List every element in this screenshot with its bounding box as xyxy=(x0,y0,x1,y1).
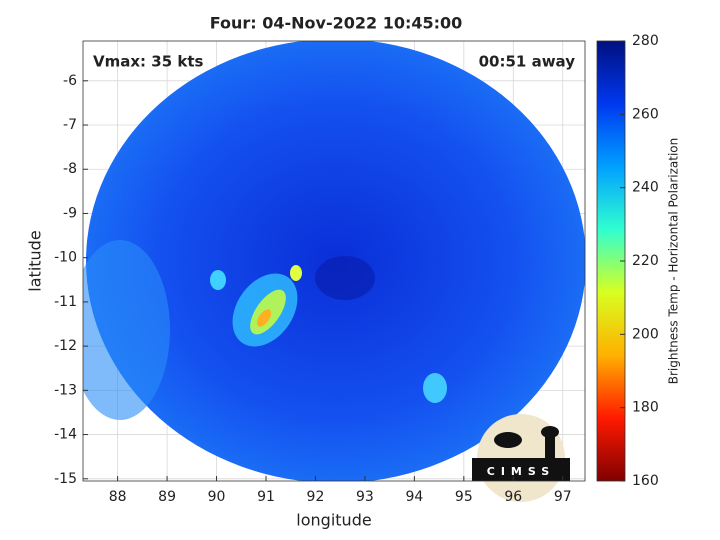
satellite-image xyxy=(83,41,585,481)
y-axis-label: latitude xyxy=(26,230,45,291)
x-tick-label: 90 xyxy=(208,489,226,505)
colorbar-tick-label: 160 xyxy=(632,473,659,489)
warm-region xyxy=(83,240,170,420)
y-tick-label: -15 xyxy=(54,471,77,487)
plot-frame xyxy=(82,40,586,482)
y-tick-label: -12 xyxy=(54,338,77,354)
colorbar-tick-label: 220 xyxy=(632,253,659,269)
x-tick-label: 89 xyxy=(158,489,176,505)
x-axis-label: longitude xyxy=(296,511,371,530)
y-tick-label: -10 xyxy=(54,250,77,266)
y-tick-label: -8 xyxy=(63,161,77,177)
colorbar-tick-label: 240 xyxy=(632,180,659,196)
y-tick-label: -6 xyxy=(63,73,77,89)
colorbar-tick-label: 180 xyxy=(632,400,659,416)
y-tick-label: -13 xyxy=(54,382,77,398)
x-tick-label: 88 xyxy=(109,489,127,505)
x-tick-label: 96 xyxy=(504,489,522,505)
annotation: 00:51 away xyxy=(479,53,576,71)
annotation: Vmax: 35 kts xyxy=(93,53,203,71)
eye-region xyxy=(315,256,375,300)
colorbar-tick-label: 200 xyxy=(632,326,659,342)
logo-tower xyxy=(541,426,559,438)
logo-band xyxy=(472,458,570,481)
y-tick-label: -11 xyxy=(54,294,77,310)
convection xyxy=(423,373,447,403)
x-tick-label: 97 xyxy=(554,489,572,505)
x-tick-label: 91 xyxy=(257,489,275,505)
y-tick-label: -7 xyxy=(63,117,77,133)
colorbar-tick-label: 260 xyxy=(632,106,659,122)
colorbar-label: Brightness Temp - Horizontal Polarizatio… xyxy=(667,138,681,385)
logo: CIMSS xyxy=(472,414,570,502)
chart-title: Four: 04-Nov-2022 10:45:00 xyxy=(210,14,463,33)
logo-tower-leg xyxy=(545,436,555,460)
x-tick-label: 93 xyxy=(356,489,374,505)
y-tick-label: -9 xyxy=(63,205,77,221)
convection xyxy=(210,270,226,290)
logo-dish xyxy=(494,432,522,448)
convection-peak xyxy=(290,265,302,281)
colorbar-tick-label: 280 xyxy=(632,33,659,49)
x-tick-label: 94 xyxy=(405,489,423,505)
y-tick-label: -14 xyxy=(54,427,77,443)
x-tick-label: 92 xyxy=(307,489,325,505)
logo-text: CIMSS xyxy=(487,465,555,478)
convection-peak xyxy=(256,309,272,327)
x-tick-label: 95 xyxy=(455,489,473,505)
